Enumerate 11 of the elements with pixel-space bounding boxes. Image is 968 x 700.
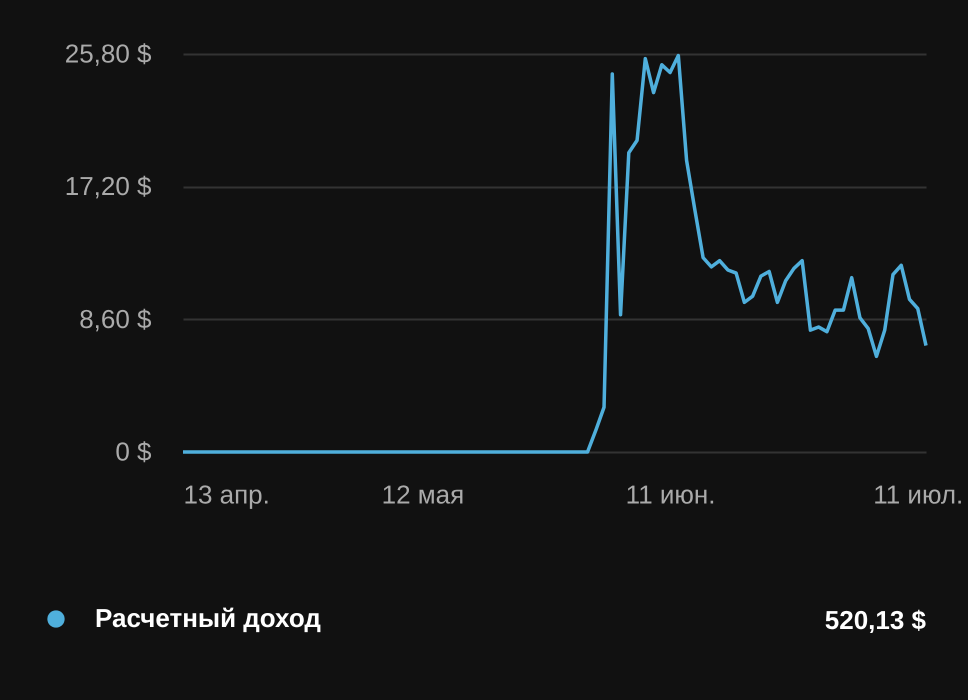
x-tick-label: 13 апр. [184, 480, 270, 510]
y-tick-label: 17,20 $ [64, 171, 152, 202]
y-tick-label: 25,80 $ [64, 38, 152, 68]
x-tick-label: 11 июн. [626, 480, 716, 510]
legend-label: Расчетный доход [95, 603, 322, 633]
y-tick-label: 8,60 $ [79, 304, 152, 334]
text: 520,13 $ [824, 605, 927, 635]
y-tick-label: 0 $ [115, 436, 152, 466]
x-tick-label: 12 мая [382, 480, 464, 510]
x-tick-label: 11 июл. [873, 480, 964, 510]
line-series [181, 54, 928, 454]
